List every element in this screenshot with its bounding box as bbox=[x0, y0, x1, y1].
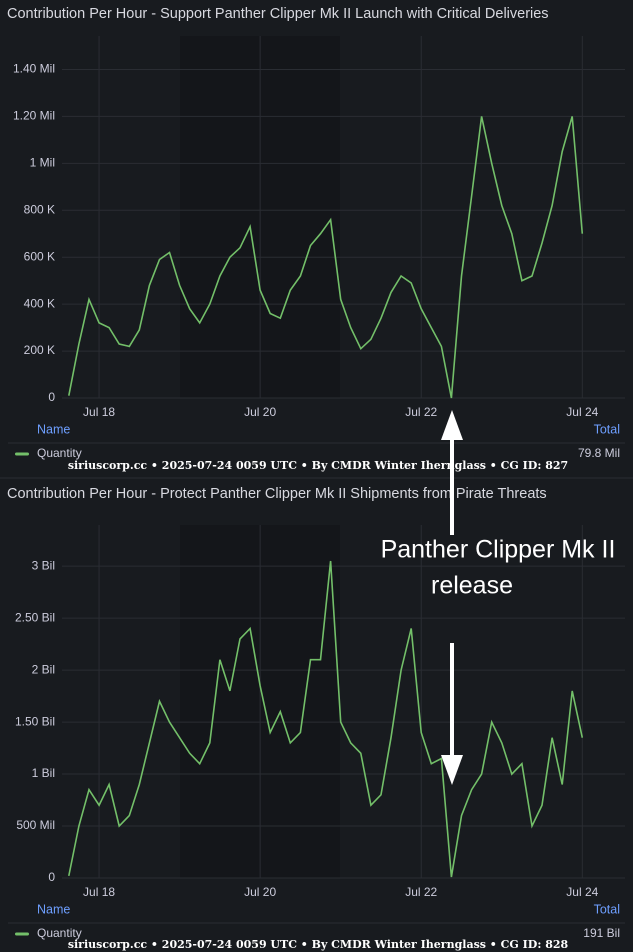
line-series bbox=[68, 560, 584, 878]
legend-header: Total bbox=[594, 902, 620, 916]
legend-header: Name bbox=[37, 422, 70, 436]
y-tick-label: 2 Bil bbox=[32, 662, 55, 676]
legend-total: 79.8 Mil bbox=[578, 446, 620, 460]
y-tick-label: 3 Bil bbox=[32, 558, 55, 572]
x-tick-label: Jul 24 bbox=[566, 405, 598, 419]
x-tick-label: Jul 22 bbox=[405, 885, 437, 899]
legend-total: 191 Bil bbox=[583, 926, 620, 940]
y-tick-label: 1.50 Bil bbox=[15, 714, 55, 728]
watermark: siriuscorp.cc • 2025-07-24 0059 UTC • By… bbox=[68, 459, 568, 472]
y-tick-label: 0 bbox=[48, 870, 55, 884]
y-tick-label: 800 K bbox=[24, 202, 55, 216]
legend-header: Name bbox=[37, 902, 70, 916]
watermark: siriuscorp.cc • 2025-07-24 0059 UTC • By… bbox=[68, 938, 569, 951]
arrow-head bbox=[441, 755, 463, 785]
legend-header: Total bbox=[594, 422, 620, 436]
legend-swatch bbox=[15, 452, 29, 456]
legend-label: Quantity bbox=[37, 926, 82, 940]
panel-title: Contribution Per Hour - Protect Panther … bbox=[7, 486, 547, 502]
y-tick-label: 1 Bil bbox=[32, 766, 55, 780]
y-tick-label: 0 bbox=[48, 390, 55, 404]
annotation-text: Panther Clipper Mk II bbox=[381, 536, 616, 564]
y-tick-label: 500 Mil bbox=[16, 818, 55, 832]
y-tick-label: 1.40 Mil bbox=[13, 62, 55, 76]
x-tick-label: Jul 20 bbox=[244, 405, 276, 419]
x-tick-label: Jul 22 bbox=[405, 405, 437, 419]
y-tick-label: 400 K bbox=[24, 296, 55, 310]
x-tick-label: Jul 18 bbox=[83, 885, 115, 899]
x-tick-label: Jul 18 bbox=[83, 405, 115, 419]
annotation-text: release bbox=[431, 572, 513, 600]
y-tick-label: 200 K bbox=[24, 343, 55, 357]
legend-label: Quantity bbox=[37, 446, 82, 460]
line-series bbox=[68, 116, 584, 399]
panel-title: Contribution Per Hour - Support Panther … bbox=[7, 6, 549, 22]
x-tick-label: Jul 20 bbox=[244, 885, 276, 899]
y-tick-label: 2.50 Bil bbox=[15, 610, 55, 624]
y-tick-label: 1.20 Mil bbox=[13, 109, 55, 123]
x-tick-label: Jul 24 bbox=[566, 885, 598, 899]
y-tick-label: 1 Mil bbox=[30, 156, 55, 170]
arrow-head bbox=[441, 410, 463, 440]
y-tick-label: 600 K bbox=[24, 249, 55, 263]
legend-swatch bbox=[15, 932, 29, 936]
